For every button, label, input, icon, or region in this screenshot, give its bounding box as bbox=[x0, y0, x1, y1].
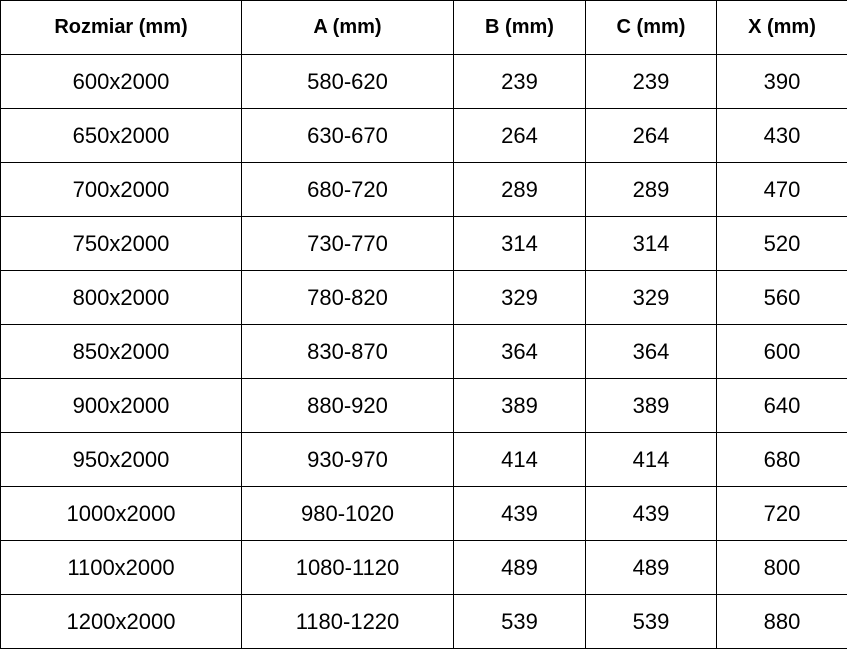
cell-x: 470 bbox=[716, 162, 847, 217]
table-row: 600x2000 580-620 239 239 390 bbox=[0, 54, 847, 109]
table-body: 600x2000 580-620 239 239 390 650x2000 630-670 2… bbox=[0, 54, 847, 649]
header-c: C (mm) bbox=[585, 0, 717, 55]
cell-c: 264 bbox=[585, 108, 717, 163]
cell-b: 264 bbox=[453, 108, 586, 163]
cell-x: 800 bbox=[716, 540, 847, 595]
header-a: A (mm) bbox=[241, 0, 454, 55]
cell-c: 414 bbox=[585, 432, 717, 487]
cell-b: 389 bbox=[453, 378, 586, 433]
cell-b: 314 bbox=[453, 216, 586, 271]
cell-size: 700x2000 bbox=[0, 162, 242, 217]
cell-c: 489 bbox=[585, 540, 717, 595]
cell-x: 720 bbox=[716, 486, 847, 541]
cell-x: 880 bbox=[716, 594, 847, 649]
table-row: 650x2000 630-670 264 264 430 bbox=[0, 108, 847, 163]
cell-size: 600x2000 bbox=[0, 54, 242, 109]
cell-b: 364 bbox=[453, 324, 586, 379]
cell-a: 780-820 bbox=[241, 270, 454, 325]
cell-x: 680 bbox=[716, 432, 847, 487]
cell-a: 730-770 bbox=[241, 216, 454, 271]
cell-x: 520 bbox=[716, 216, 847, 271]
cell-c: 289 bbox=[585, 162, 717, 217]
cell-b: 439 bbox=[453, 486, 586, 541]
cell-c: 239 bbox=[585, 54, 717, 109]
table-row: 850x2000 830-870 364 364 600 bbox=[0, 324, 847, 379]
cell-c: 364 bbox=[585, 324, 717, 379]
header-size: Rozmiar (mm) bbox=[0, 0, 242, 55]
cell-c: 389 bbox=[585, 378, 717, 433]
cell-size: 900x2000 bbox=[0, 378, 242, 433]
header-x: X (mm) bbox=[716, 0, 847, 55]
header-row: Rozmiar (mm) A (mm) B (mm) C (mm) X (mm) bbox=[0, 0, 847, 55]
header-b: B (mm) bbox=[453, 0, 586, 55]
cell-x: 640 bbox=[716, 378, 847, 433]
cell-b: 289 bbox=[453, 162, 586, 217]
table-row: 800x2000 780-820 329 329 560 bbox=[0, 270, 847, 325]
cell-b: 489 bbox=[453, 540, 586, 595]
cell-a: 830-870 bbox=[241, 324, 454, 379]
cell-c: 439 bbox=[585, 486, 717, 541]
cell-size: 1100x2000 bbox=[0, 540, 242, 595]
cell-c: 314 bbox=[585, 216, 717, 271]
cell-a: 980-1020 bbox=[241, 486, 454, 541]
cell-a: 880-920 bbox=[241, 378, 454, 433]
cell-size: 650x2000 bbox=[0, 108, 242, 163]
table-row: 950x2000 930-970 414 414 680 bbox=[0, 432, 847, 487]
cell-c: 329 bbox=[585, 270, 717, 325]
cell-b: 239 bbox=[453, 54, 586, 109]
cell-size: 1200x2000 bbox=[0, 594, 242, 649]
cell-b: 539 bbox=[453, 594, 586, 649]
cell-size: 750x2000 bbox=[0, 216, 242, 271]
cell-x: 390 bbox=[716, 54, 847, 109]
table-row: 1200x2000 1180-1220 539 539 880 bbox=[0, 594, 847, 649]
cell-a: 1080-1120 bbox=[241, 540, 454, 595]
cell-x: 430 bbox=[716, 108, 847, 163]
cell-size: 800x2000 bbox=[0, 270, 242, 325]
cell-size: 850x2000 bbox=[0, 324, 242, 379]
cell-a: 680-720 bbox=[241, 162, 454, 217]
table-row: 1100x2000 1080-1120 489 489 800 bbox=[0, 540, 847, 595]
table-row: 700x2000 680-720 289 289 470 bbox=[0, 162, 847, 217]
table-row: 750x2000 730-770 314 314 520 bbox=[0, 216, 847, 271]
cell-x: 600 bbox=[716, 324, 847, 379]
cell-x: 560 bbox=[716, 270, 847, 325]
cell-b: 329 bbox=[453, 270, 586, 325]
table-row: 1000x2000 980-1020 439 439 720 bbox=[0, 486, 847, 541]
cell-a: 1180-1220 bbox=[241, 594, 454, 649]
cell-size: 950x2000 bbox=[0, 432, 242, 487]
cell-a: 580-620 bbox=[241, 54, 454, 109]
cell-size: 1000x2000 bbox=[0, 486, 242, 541]
cell-c: 539 bbox=[585, 594, 717, 649]
cell-a: 930-970 bbox=[241, 432, 454, 487]
table-row: 900x2000 880-920 389 389 640 bbox=[0, 378, 847, 433]
cell-b: 414 bbox=[453, 432, 586, 487]
cell-a: 630-670 bbox=[241, 108, 454, 163]
